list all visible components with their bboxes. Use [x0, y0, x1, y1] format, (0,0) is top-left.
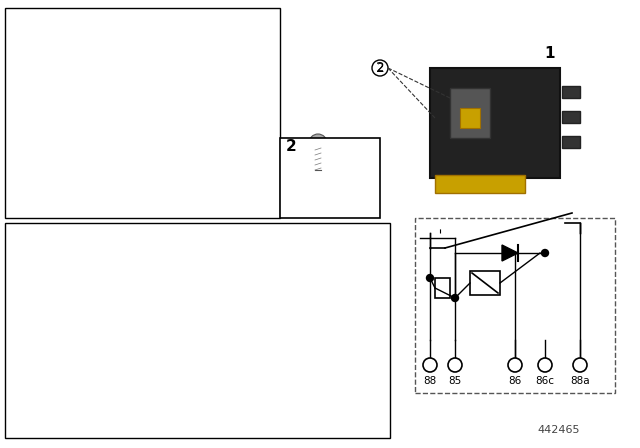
Circle shape — [372, 60, 388, 76]
Text: 88a: 88a — [570, 376, 590, 386]
Text: 2: 2 — [376, 63, 383, 73]
Circle shape — [309, 134, 327, 152]
Circle shape — [573, 358, 587, 372]
Circle shape — [448, 358, 462, 372]
Text: 85: 85 — [449, 376, 461, 386]
Bar — [280, 138, 380, 218]
Circle shape — [423, 358, 437, 372]
Circle shape — [510, 179, 520, 189]
Text: 2: 2 — [285, 138, 296, 154]
Text: 1: 1 — [545, 46, 556, 60]
Circle shape — [451, 294, 458, 302]
Bar — [460, 108, 480, 128]
Circle shape — [426, 275, 433, 281]
Bar — [470, 271, 500, 295]
Polygon shape — [502, 245, 518, 261]
Text: 442465: 442465 — [538, 425, 580, 435]
Bar — [435, 175, 525, 193]
Bar — [5, 223, 390, 438]
Bar — [415, 218, 615, 393]
Bar — [435, 278, 450, 298]
Text: 88: 88 — [424, 376, 436, 386]
Text: 86c: 86c — [536, 376, 554, 386]
Bar — [562, 86, 580, 98]
Bar — [562, 136, 580, 148]
Text: 2: 2 — [376, 61, 385, 75]
Circle shape — [538, 358, 552, 372]
Bar — [430, 68, 560, 178]
Bar — [315, 143, 321, 170]
Circle shape — [508, 358, 522, 372]
Circle shape — [541, 250, 548, 257]
Bar — [562, 111, 580, 123]
Bar — [450, 88, 490, 138]
Circle shape — [440, 179, 450, 189]
Bar — [5, 8, 280, 218]
Text: 86: 86 — [508, 376, 522, 386]
